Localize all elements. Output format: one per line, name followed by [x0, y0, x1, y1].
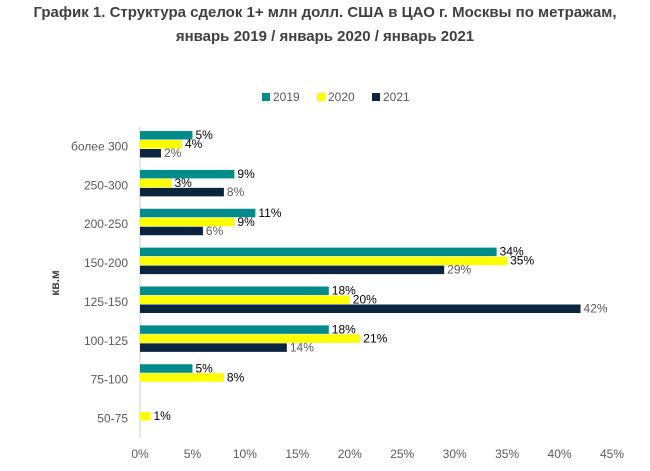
x-tick-label: 35%: [495, 447, 519, 461]
category-label: 150-200: [84, 256, 128, 270]
bar-2019: [140, 131, 193, 140]
data-label-2021: 2%: [164, 146, 182, 160]
category-label: 75-100: [91, 373, 129, 387]
data-label-2021: 6%: [206, 224, 224, 238]
x-tick-label: 10%: [233, 447, 257, 461]
data-label-2019: 11%: [258, 206, 281, 220]
category-label: 125-150: [84, 295, 128, 309]
bar-2019: [140, 364, 193, 373]
data-label-2020: 8%: [227, 370, 245, 384]
x-tick-label: 30%: [443, 447, 467, 461]
legend-label-2019: 2019: [273, 90, 300, 104]
bar-2021: [140, 343, 287, 352]
x-tick-label: 0%: [131, 447, 149, 461]
data-label-2020: 9%: [237, 215, 255, 229]
data-label-2021: 8%: [227, 185, 245, 199]
category-label: более 300: [71, 139, 128, 153]
data-label-2020: 1%: [153, 409, 171, 423]
y-axis-title: кв.м: [48, 270, 62, 296]
chart-title-line1: График 1. Структура сделок 1+ млн долл. …: [33, 4, 617, 21]
bar-2020: [140, 412, 151, 421]
legend-label-2021: 2021: [383, 90, 410, 104]
bar-2020: [140, 217, 235, 227]
category-label: 200-250: [84, 217, 128, 231]
bar-2021: [140, 149, 161, 158]
legend-swatch-2021: [372, 93, 380, 101]
data-label-2021: 14%: [290, 340, 314, 354]
bar-2019: [140, 247, 497, 257]
category-label: 250-300: [84, 178, 128, 192]
bar-2019: [140, 208, 256, 218]
bar-2020: [140, 295, 350, 304]
legend-swatch-2020: [317, 93, 325, 101]
bar-2020: [140, 334, 361, 343]
bar-2019: [140, 286, 329, 295]
bar-2021: [140, 265, 445, 275]
x-tick-label: 15%: [285, 447, 309, 461]
x-tick-label: 25%: [390, 447, 414, 461]
bar-2021: [140, 304, 581, 313]
x-tick-label: 20%: [338, 447, 362, 461]
data-label-2021: 42%: [584, 302, 608, 316]
data-label-2019: 5%: [195, 128, 213, 142]
x-tick-label: 45%: [600, 447, 624, 461]
x-tick-label: 40%: [548, 447, 572, 461]
bar-2019: [140, 169, 235, 179]
data-label-2019: 18%: [332, 322, 356, 336]
bar-2021: [140, 226, 203, 236]
category-label: 50-75: [97, 412, 128, 426]
bar-2020: [140, 373, 224, 382]
data-label-2020: 3%: [174, 176, 192, 190]
bar-2021: [140, 187, 224, 197]
data-label-2019: 18%: [332, 284, 356, 298]
category-label: 100-125: [84, 334, 128, 348]
data-label-2020: 35%: [510, 254, 534, 268]
legend-label-2020: 2020: [328, 90, 355, 104]
data-label-2019: 34%: [500, 245, 524, 259]
data-label-2020: 20%: [353, 293, 377, 307]
bar-2019: [140, 325, 329, 334]
x-tick-label: 5%: [184, 447, 202, 461]
data-label-2020: 21%: [363, 331, 387, 345]
data-label-2019: 5%: [195, 361, 213, 375]
bar-2020: [140, 256, 508, 266]
chart-title-line2: январь 2019 / январь 2020 / январь 2021: [175, 28, 475, 45]
data-label-2019: 9%: [237, 167, 255, 181]
data-label-2020: 4%: [185, 137, 203, 151]
data-label-2021: 29%: [447, 263, 471, 277]
legend-swatch-2019: [262, 93, 270, 101]
bar-2020: [140, 140, 182, 149]
bar-2020: [140, 178, 172, 188]
